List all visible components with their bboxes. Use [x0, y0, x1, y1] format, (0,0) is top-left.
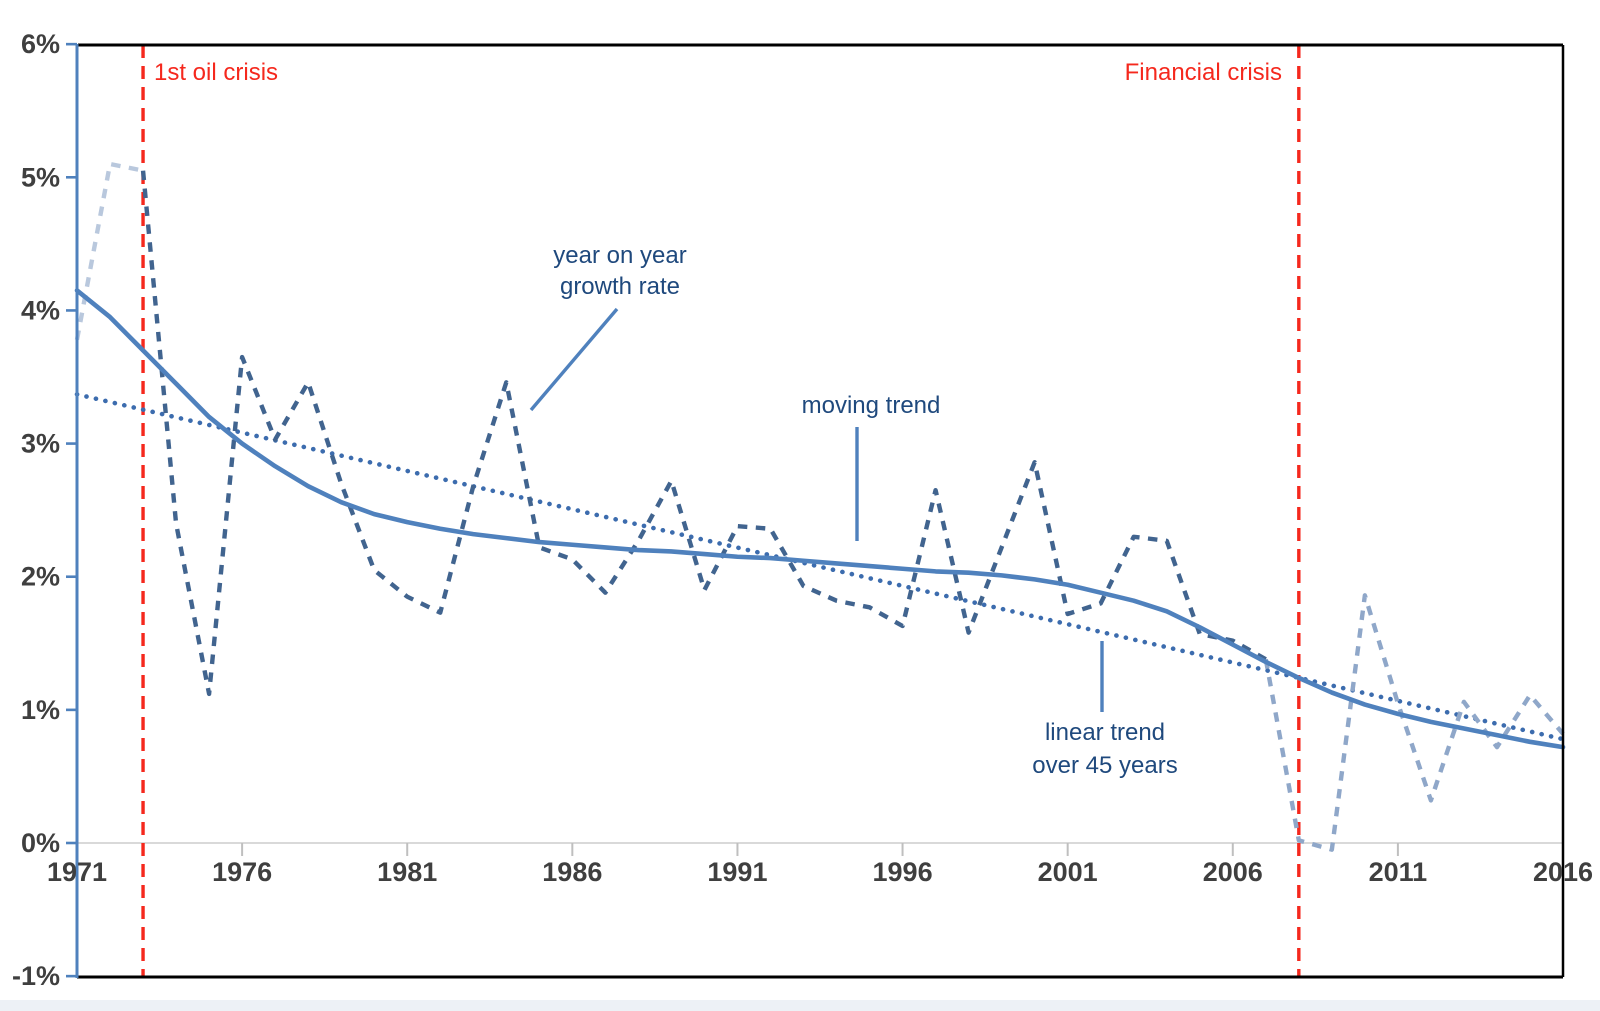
x-tick-label: 2016: [1533, 857, 1593, 887]
y-tick-label: 6%: [21, 29, 60, 59]
x-tick-label: 2001: [1038, 857, 1098, 887]
series-yoy-growth-late: [1263, 593, 1565, 852]
window-bottom-strip: [0, 1000, 1600, 1011]
y-tick-label: 4%: [21, 295, 60, 325]
x-tick-label: 1996: [873, 857, 933, 887]
x-tick-label: 1991: [707, 857, 767, 887]
x-tick-label: 1981: [377, 857, 437, 887]
y-tick-label: 5%: [21, 162, 60, 192]
x-tick-label: 1986: [542, 857, 602, 887]
y-tick-label: 1%: [21, 695, 60, 725]
x-tick-label: 1971: [47, 857, 107, 887]
series-linear-trend: [74, 392, 1566, 742]
annotation-leader-0: [529, 307, 619, 412]
x-tick-label: 1976: [212, 857, 272, 887]
series-moving-trend: [74, 288, 1566, 750]
y-tick-label: 2%: [21, 562, 60, 592]
y-tick-label: -1%: [12, 961, 60, 991]
y-tick-label: 0%: [21, 828, 60, 858]
series-yoy-growth-early: [74, 161, 144, 341]
x-tick-label: 2006: [1203, 857, 1263, 887]
series-yoy-growth-main: [140, 170, 1267, 697]
x-tick-label: 2011: [1369, 857, 1428, 887]
y-tick-label: 3%: [21, 429, 60, 459]
